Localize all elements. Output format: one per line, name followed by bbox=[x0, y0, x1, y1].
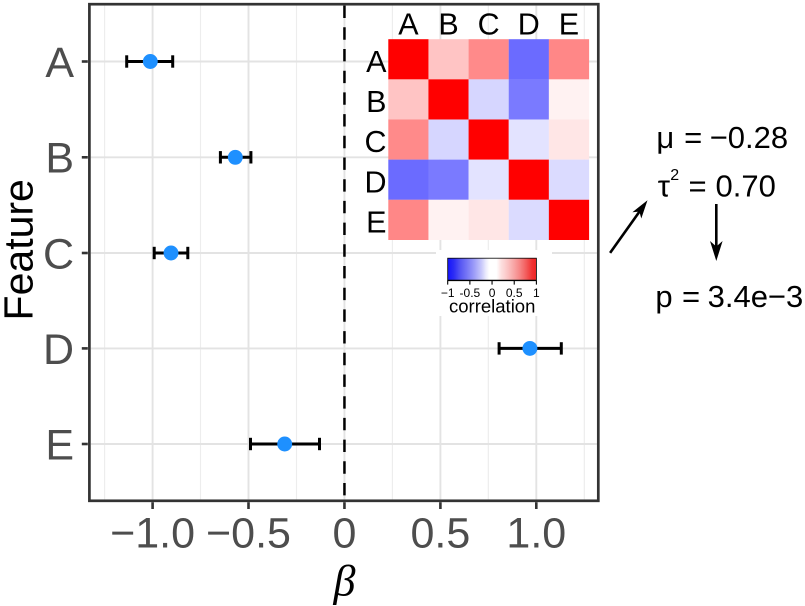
svg-text:=: = bbox=[684, 120, 702, 155]
svg-text:D: D bbox=[364, 165, 386, 199]
svg-text:−0.28: −0.28 bbox=[710, 120, 788, 155]
svg-text:A: A bbox=[45, 39, 74, 87]
svg-text:E: E bbox=[366, 205, 386, 239]
svg-text:C: C bbox=[364, 125, 386, 159]
svg-text:-0.5: -0.5 bbox=[460, 286, 481, 300]
svg-text:B: B bbox=[438, 8, 458, 42]
svg-text:2: 2 bbox=[670, 167, 679, 184]
svg-text:1: 1 bbox=[533, 286, 540, 300]
svg-text:−0.5: −0.5 bbox=[206, 510, 291, 558]
svg-text:E: E bbox=[559, 8, 579, 42]
svg-text:B: B bbox=[366, 85, 386, 119]
svg-text:0.5: 0.5 bbox=[506, 286, 523, 300]
svg-text:B: B bbox=[45, 135, 74, 183]
svg-text:Feature: Feature bbox=[0, 179, 41, 320]
svg-text:A: A bbox=[366, 45, 387, 79]
svg-text:0.5: 0.5 bbox=[411, 510, 471, 558]
svg-text:C: C bbox=[478, 8, 500, 42]
svg-text:D: D bbox=[43, 326, 74, 374]
svg-text:correlation: correlation bbox=[449, 296, 535, 317]
svg-text:−1: −1 bbox=[441, 286, 455, 300]
svg-text:τ: τ bbox=[658, 169, 670, 204]
svg-text:A: A bbox=[398, 8, 419, 42]
svg-text:0.70: 0.70 bbox=[716, 169, 776, 204]
svg-text:C: C bbox=[43, 230, 74, 278]
svg-text:E: E bbox=[45, 421, 74, 469]
svg-text:−1.0: −1.0 bbox=[110, 510, 195, 558]
svg-text:β: β bbox=[332, 557, 355, 606]
svg-text:p: p bbox=[655, 279, 672, 314]
svg-text:D: D bbox=[518, 8, 540, 42]
svg-text:1.0: 1.0 bbox=[506, 510, 566, 558]
svg-text:3.4e−3: 3.4e−3 bbox=[708, 279, 804, 314]
svg-text:0: 0 bbox=[489, 286, 496, 300]
svg-text:μ: μ bbox=[656, 120, 674, 155]
svg-text:=: = bbox=[682, 279, 700, 314]
svg-text:0: 0 bbox=[332, 510, 356, 558]
svg-text:=: = bbox=[689, 169, 707, 204]
